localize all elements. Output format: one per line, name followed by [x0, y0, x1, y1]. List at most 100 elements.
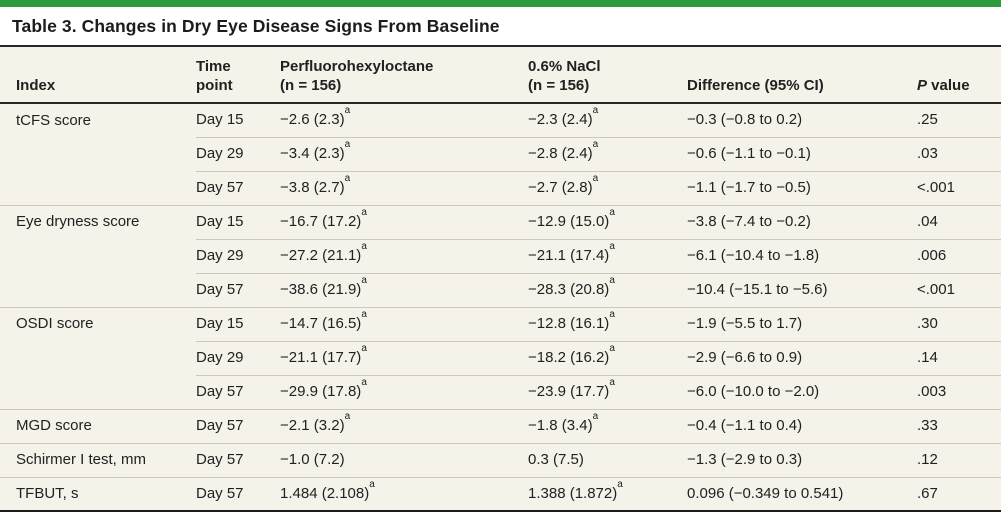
- cell-difference: −0.3 (−0.8 to 0.2): [687, 111, 803, 129]
- value-text: −21.1 (17.4): [528, 247, 610, 264]
- table-header: Index Time point Perfluorohexyloctane (n…: [0, 46, 1001, 104]
- table-row: Day 57 −3.8 (2.7)a −2.7 (2.8)a −1.1 (−1.…: [0, 170, 1001, 205]
- footnote-marker-a: a: [609, 309, 615, 320]
- value-text: −1.0 (7.2): [280, 451, 345, 468]
- footnote-marker-a: a: [361, 241, 367, 252]
- cell-nacl-value: −28.3 (20.8)a: [528, 272, 687, 307]
- cell-nacl-value: −1.8 (3.4)a: [528, 408, 687, 443]
- footnote-marker-a: a: [609, 241, 615, 252]
- footnote-marker-a: a: [609, 275, 615, 286]
- cell-index: [0, 171, 196, 205]
- cell-difference: −6.0 (−10.0 to −2.0): [687, 374, 917, 409]
- cell-nacl-value: 0.3 (7.5): [528, 442, 687, 477]
- header-row: Index Time point Perfluorohexyloctane (n…: [0, 46, 1001, 104]
- cell-perfluorohexyloctane-value: −1.0 (7.2): [280, 442, 528, 477]
- footnote-marker-a: a: [609, 377, 615, 388]
- cell-index: [0, 341, 196, 375]
- value-text: −12.8 (16.1): [528, 315, 610, 332]
- value-text: −16.7 (17.2): [280, 213, 362, 230]
- value-text: −2.7 (2.8): [528, 179, 593, 196]
- footnote-marker-a: a: [344, 105, 351, 117]
- value-text: 1.388 (1.872): [528, 484, 618, 502]
- cell-time-point: Day 15: [196, 306, 280, 341]
- cell-perfluorohexyloctane-value: −2.1 (3.2)a: [280, 408, 528, 443]
- cell-nacl-value: 1.388 (1.872)a: [528, 476, 687, 511]
- header-line: (n = 156): [528, 77, 590, 94]
- value-text: −38.6 (21.9): [280, 281, 362, 298]
- value-text: 1.484 (2.108): [280, 484, 370, 502]
- cell-difference: −10.4 (−15.1 to −5.6): [687, 272, 917, 307]
- cell-p-value: .03: [917, 136, 1001, 171]
- footnote-marker-a: a: [592, 105, 599, 117]
- cell-perfluorohexyloctane-value: −3.8 (2.7)a: [280, 170, 528, 205]
- cell-difference: −6.1 (−10.4 to −1.8): [687, 238, 917, 273]
- cell-p-value: .67: [917, 476, 1001, 511]
- cell-difference: −2.9 (−6.6 to 0.9): [687, 340, 917, 375]
- table-row: Eye dryness score Day 15 −16.7 (17.2)a −…: [0, 204, 1001, 239]
- table-row: Day 29 −21.1 (17.7)a −18.2 (16.2)a −2.9 …: [0, 340, 1001, 375]
- cell-difference: −0.4 (−1.1 to 0.4): [687, 408, 917, 443]
- cell-time-point: Day 57: [196, 272, 280, 307]
- cell-perfluorohexyloctane-value: −27.2 (21.1)a: [280, 238, 528, 273]
- table-row: Day 29 −27.2 (21.1)a −21.1 (17.4)a −6.1 …: [0, 238, 1001, 273]
- cell-p-value: <.001: [917, 272, 1001, 307]
- col-header-nacl: 0.6% NaCl (n = 156): [528, 46, 687, 104]
- value-text: −3.4 (2.3): [280, 145, 345, 162]
- cell-perfluorohexyloctane-value: −38.6 (21.9)a: [280, 272, 528, 307]
- cell-time-point: Day 29: [196, 340, 280, 375]
- footnote-marker-a: a: [609, 343, 615, 354]
- table-row: MGD score Day 57 −2.1 (3.2)a −1.8 (3.4)a…: [0, 408, 1001, 443]
- cell-perfluorohexyloctane-value: −29.9 (17.8)a: [280, 374, 528, 409]
- cell-time-point: Day 15: [196, 111, 244, 129]
- cell-perfluorohexyloctane-value: −14.7 (16.5)a: [280, 306, 528, 341]
- footnote-marker-a: a: [592, 173, 599, 184]
- value-text: −29.9 (17.8): [280, 383, 362, 400]
- value-text: −3.8 (2.7): [280, 179, 345, 196]
- cell-difference: −1.9 (−5.5 to 1.7): [687, 306, 917, 341]
- p-value-rest: value: [927, 77, 970, 94]
- footnote-marker-a: a: [617, 478, 623, 490]
- cell-index: TFBUT, s: [0, 476, 196, 511]
- cell-time-point: Day 57: [196, 476, 280, 511]
- cell-nacl-value: −2.8 (2.4)a: [528, 136, 687, 171]
- cell-p-value: <.001: [917, 170, 1001, 205]
- cell-nacl-value: −12.8 (16.1)a: [528, 306, 687, 341]
- footnote-marker-a: a: [592, 411, 599, 422]
- value-text: −2.8 (2.4): [528, 145, 593, 162]
- footnote-marker-a: a: [609, 207, 615, 218]
- footnote-marker-a: a: [592, 139, 599, 150]
- value-text: −2.1 (3.2): [280, 417, 345, 434]
- cell-p-value: .12: [917, 442, 1001, 477]
- value-text: −1.8 (3.4): [528, 417, 593, 434]
- table-row: Day 29 −3.4 (2.3)a −2.8 (2.4)a −0.6 (−1.…: [0, 136, 1001, 171]
- cell-p-value: .006: [917, 238, 1001, 273]
- table-accent-bar: [0, 0, 1001, 7]
- header-line: 0.6% NaCl: [528, 58, 601, 75]
- value-text: −14.7 (16.5): [280, 315, 362, 332]
- cell-time-point: Day 29: [196, 238, 280, 273]
- cell-nacl-value: −12.9 (15.0)a: [528, 204, 687, 239]
- footnote-marker-a: a: [344, 411, 351, 422]
- col-header-time-point: Time point: [196, 46, 280, 104]
- table-title-area: Table 3. Changes in Dry Eye Disease Sign…: [0, 7, 1001, 45]
- col-header-index: Index: [0, 46, 196, 104]
- table-row: OSDI score Day 15 −14.7 (16.5)a −12.8 (1…: [0, 306, 1001, 341]
- cell-index: Schirmer I test, mm: [0, 442, 196, 477]
- cell-difference: 0.096 (−0.349 to 0.541): [687, 476, 917, 511]
- cell-difference: −3.8 (−7.4 to −0.2): [687, 204, 917, 239]
- cell-index: Eye dryness score: [0, 204, 196, 239]
- cell-index: tCFS score: [16, 111, 92, 129]
- table-body: tCFS score Day 15 −2.6 (2.3)a −2.3 (2.4)…: [0, 103, 1001, 511]
- cell-difference: −1.1 (−1.7 to −0.5): [687, 170, 917, 205]
- value-text: −12.9 (15.0): [528, 213, 610, 230]
- footnote-marker-a: a: [361, 309, 367, 320]
- footnote-marker-a: a: [361, 343, 367, 354]
- footnote-marker-a: a: [361, 275, 367, 286]
- cell-index: [0, 375, 196, 409]
- cell-p-value: .04: [917, 204, 1001, 239]
- cell-perfluorohexyloctane-value: −21.1 (17.7)a: [280, 340, 528, 375]
- cell-time-point: Day 57: [196, 408, 280, 443]
- cell-time-point: Day 57: [196, 374, 280, 409]
- header-line: (n = 156): [280, 77, 342, 94]
- cell-time-point: Day 29: [196, 136, 280, 171]
